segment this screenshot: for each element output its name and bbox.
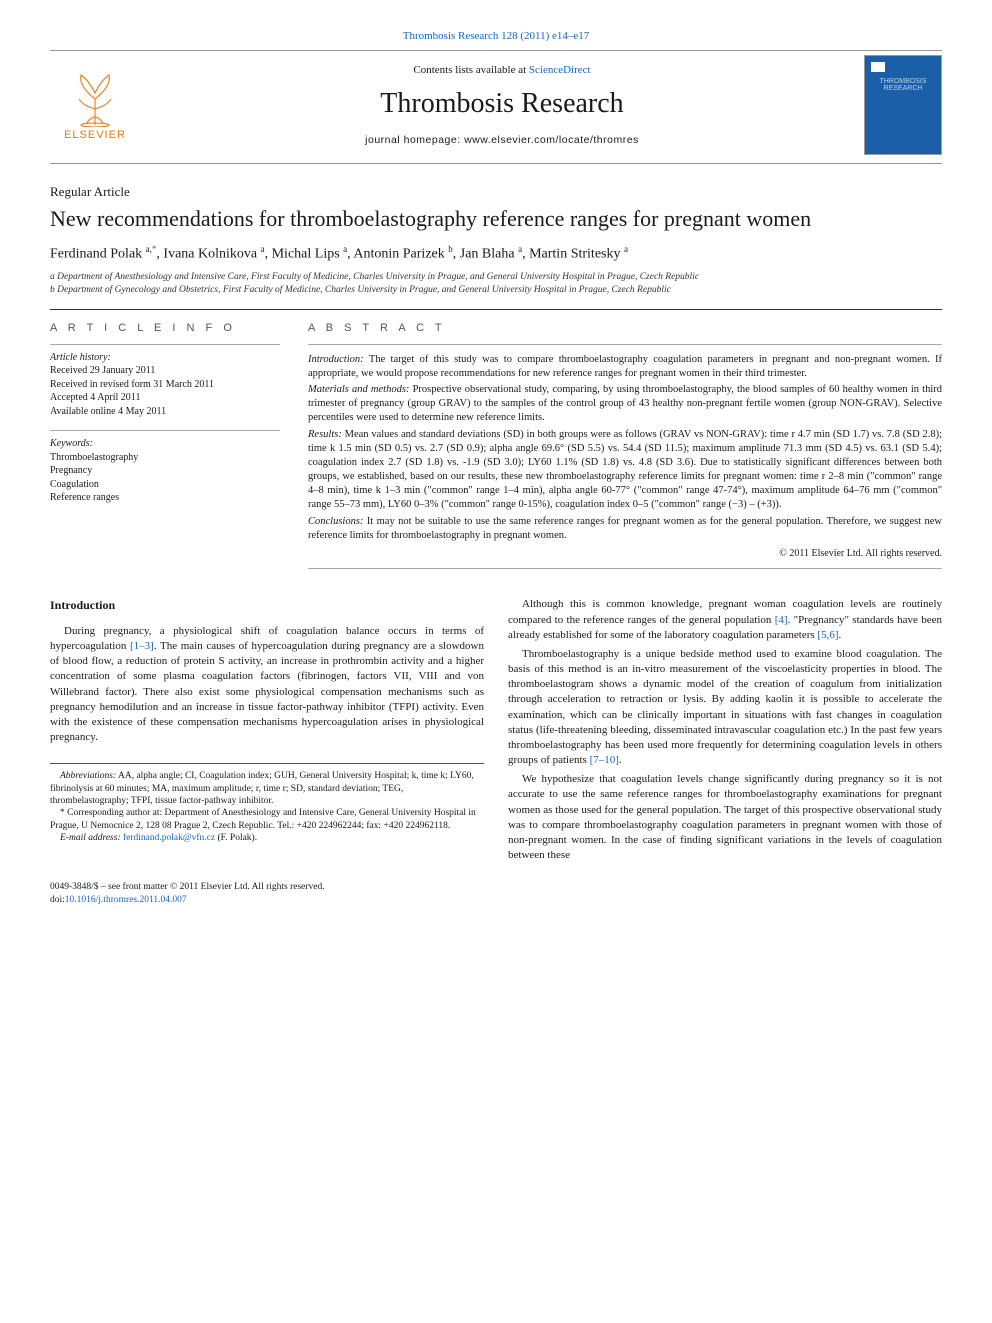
journal-title: Thrombosis Research xyxy=(156,88,848,120)
abstract-section: Results: Mean values and standard deviat… xyxy=(308,428,942,513)
abbreviations-footnote: Abbreviations: AA, alpha angle; CI, Coag… xyxy=(50,770,484,807)
sciencedirect-link[interactable]: ScienceDirect xyxy=(529,64,591,76)
history-line: Received in revised form 31 March 2011 xyxy=(50,378,280,392)
abbrev-label: Abbreviations: xyxy=(60,771,116,781)
body-para: Although this is common knowledge, pregn… xyxy=(508,597,942,643)
keyword: Coagulation xyxy=(50,478,280,492)
para-text: . xyxy=(839,629,842,641)
history-label: Article history: xyxy=(50,351,280,365)
abstract-section: Conclusions: It may not be suitable to u… xyxy=(308,515,942,543)
rule-below-masthead xyxy=(50,163,942,164)
body-para: We hypothesize that coagulation levels c… xyxy=(508,772,942,863)
abstract-section-label: Results: xyxy=(308,429,345,440)
contents-line: Contents lists available at ScienceDirec… xyxy=(156,64,848,76)
abstract-section-text: Mean values and standard deviations (SD)… xyxy=(308,429,942,511)
abstract-section-label: Conclusions: xyxy=(308,516,367,527)
abstract-section-text: It may not be suitable to use the same r… xyxy=(308,516,942,541)
email-footnote: E-mail address: ferdinand.polak@vfn.cz (… xyxy=(50,832,484,844)
para-text: . The main causes of hypercoagulation du… xyxy=(50,640,484,743)
elsevier-tree-icon xyxy=(65,69,125,127)
abstract-section: Materials and methods: Prospective obser… xyxy=(308,383,942,426)
journal-cover-thumb: THROMBOSIS RESEARCH xyxy=(864,55,942,155)
front-matter-line: 0049-3848/$ – see front matter © 2011 El… xyxy=(50,881,942,906)
citation-ref[interactable]: [1–3] xyxy=(130,640,154,652)
email-who: (F. Polak). xyxy=(217,833,257,843)
masthead-center: Contents lists available at ScienceDirec… xyxy=(156,64,848,146)
masthead: ELSEVIER Contents lists available at Sci… xyxy=(50,55,942,155)
homepage-url: www.elsevier.com/locate/thromres xyxy=(464,134,639,146)
section-heading-introduction: Introduction xyxy=(50,597,484,614)
para-text: Thromboelastography is a unique bedside … xyxy=(508,648,942,766)
homepage-line: journal homepage: www.elsevier.com/locat… xyxy=(156,134,848,146)
article-info-column: A R T I C L E I N F O Article history: R… xyxy=(50,322,280,570)
keywords-label: Keywords: xyxy=(50,437,280,451)
para-text: We hypothesize that coagulation levels c… xyxy=(508,773,942,861)
front-matter-text: 0049-3848/$ – see front matter © 2011 El… xyxy=(50,882,325,892)
publisher-logo-text: ELSEVIER xyxy=(64,129,126,141)
doi-link[interactable]: 10.1016/j.thromres.2011.04.007 xyxy=(65,895,187,905)
doi-prefix: doi: xyxy=(50,895,65,905)
abstract-section: Introduction: The target of this study w… xyxy=(308,353,942,381)
abstract-section-label: Introduction: xyxy=(308,354,369,365)
citation-ref[interactable]: [7–10] xyxy=(590,754,619,766)
homepage-prefix: journal homepage: xyxy=(365,134,464,146)
abstract-heading: A B S T R A C T xyxy=(308,322,942,334)
abstract-section-label: Materials and methods: xyxy=(308,384,413,395)
body-para: During pregnancy, a physiological shift … xyxy=(50,624,484,745)
keyword: Reference ranges xyxy=(50,491,280,505)
body-para: Thromboelastography is a unique bedside … xyxy=(508,647,942,768)
publisher-logo: ELSEVIER xyxy=(50,60,140,150)
contents-prefix: Contents lists available at xyxy=(413,64,528,76)
history-line: Received 29 January 2011 xyxy=(50,364,280,378)
running-head: Thrombosis Research 128 (2011) e14–e17 xyxy=(50,30,942,42)
para-text: . xyxy=(619,754,622,766)
history-line: Accepted 4 April 2011 xyxy=(50,391,280,405)
history-block: Article history: Received 29 January 201… xyxy=(50,344,280,419)
citation-ref[interactable]: [5,6] xyxy=(817,629,838,641)
abstract-section-text: The target of this study was to compare … xyxy=(308,354,942,379)
abstract-copyright: © 2011 Elsevier Ltd. All rights reserved… xyxy=(308,547,942,561)
citation-ref[interactable]: [4] xyxy=(775,614,788,626)
keyword: Pregnancy xyxy=(50,464,280,478)
article-type: Regular Article xyxy=(50,184,942,200)
keywords-block: Keywords: ThromboelastographyPregnancyCo… xyxy=(50,430,280,505)
article-title: New recommendations for thromboelastogra… xyxy=(50,206,942,232)
footnote-block: Abbreviations: AA, alpha angle; CI, Coag… xyxy=(50,763,484,844)
rule-above-abstract xyxy=(50,309,942,310)
history-line: Available online 4 May 2011 xyxy=(50,405,280,419)
rule-top xyxy=(50,50,942,51)
email-label: E-mail address: xyxy=(60,833,121,843)
keyword: Thromboelastography xyxy=(50,451,280,465)
email-link[interactable]: ferdinand.polak@vfn.cz xyxy=(123,833,215,843)
citation-link[interactable]: Thrombosis Research 128 (2011) e14–e17 xyxy=(403,30,590,42)
info-abstract-row: A R T I C L E I N F O Article history: R… xyxy=(50,322,942,570)
affiliations: a Department of Anesthesiology and Inten… xyxy=(50,271,942,297)
author-list: Ferdinand Polak a,*, Ivana Kolnikova a, … xyxy=(50,244,942,263)
corr-label: * Corresponding author at: xyxy=(60,808,162,818)
affiliation: b Department of Gynecology and Obstetric… xyxy=(50,284,942,297)
cover-thumb-label: THROMBOSIS RESEARCH xyxy=(865,78,941,92)
abstract-column: A B S T R A C T Introduction: The target… xyxy=(308,322,942,570)
article-info-heading: A R T I C L E I N F O xyxy=(50,322,280,334)
abstract-box: Introduction: The target of this study w… xyxy=(308,344,942,570)
corresponding-author-footnote: * Corresponding author at: Department of… xyxy=(50,807,484,832)
affiliation: a Department of Anesthesiology and Inten… xyxy=(50,271,942,284)
body-columns: Introduction During pregnancy, a physiol… xyxy=(50,597,942,863)
